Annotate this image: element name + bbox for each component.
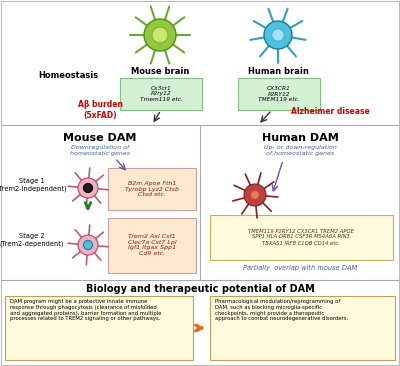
Circle shape xyxy=(84,183,92,193)
Circle shape xyxy=(144,19,176,51)
Text: Homeostasis: Homeostasis xyxy=(38,71,98,79)
Circle shape xyxy=(152,27,168,43)
Text: Stage 1
(Trem2-independent): Stage 1 (Trem2-independent) xyxy=(0,178,67,192)
Text: TMEM119 P2RY12 CX3CR1 TREM2 APOE
SPP1 HLA-DRB1 CSF3R MS4A6A RIN3
TBXAS1 IRF8 C1Q: TMEM119 P2RY12 CX3CR1 TREM2 APOE SPP1 HL… xyxy=(248,229,354,245)
Circle shape xyxy=(78,178,98,198)
Text: Human brain: Human brain xyxy=(248,67,308,76)
Text: Biology and therapeutic potential of DAM: Biology and therapeutic potential of DAM xyxy=(86,284,314,294)
Text: Pharmacological modulation/reprogramming of
DAM, such as blocking microglia-spec: Pharmacological modulation/reprogramming… xyxy=(215,299,348,321)
Text: Mouse brain: Mouse brain xyxy=(131,67,189,76)
FancyBboxPatch shape xyxy=(108,168,196,210)
FancyBboxPatch shape xyxy=(5,296,193,360)
Circle shape xyxy=(264,21,292,49)
Text: Up- or down-regulation
of homeostatic genes: Up- or down-regulation of homeostatic ge… xyxy=(264,145,336,156)
Text: Stage 2
(Trem2-dependent): Stage 2 (Trem2-dependent) xyxy=(0,233,64,247)
FancyBboxPatch shape xyxy=(210,296,395,360)
Text: Mouse DAM: Mouse DAM xyxy=(63,133,137,143)
Circle shape xyxy=(244,184,266,206)
Circle shape xyxy=(272,29,284,41)
Text: CX3CR1
P2RY12
TMEM119 etc.: CX3CR1 P2RY12 TMEM119 etc. xyxy=(258,86,300,102)
Text: Trem2 Axl Csf1
Clec7a Cst7 Lpl
Igf1 Itgax Spp1
Cd9 etc.: Trem2 Axl Csf1 Clec7a Cst7 Lpl Igf1 Itga… xyxy=(128,234,176,256)
FancyBboxPatch shape xyxy=(120,78,202,110)
Circle shape xyxy=(84,240,92,250)
Text: DAM program might be a protective innate immune
response through phagocytosis (c: DAM program might be a protective innate… xyxy=(10,299,162,321)
FancyBboxPatch shape xyxy=(210,215,393,260)
Text: Cx3cr1
P2ry12
Tmem119 etc.: Cx3cr1 P2ry12 Tmem119 etc. xyxy=(140,86,182,102)
Text: B2m Apoe Fth1
Tyrobp Lyz2 Ctsb
Ctsd etc.: B2m Apoe Fth1 Tyrobp Lyz2 Ctsb Ctsd etc. xyxy=(125,181,179,197)
Text: Partially  overlap with mouse DAM: Partially overlap with mouse DAM xyxy=(243,265,357,271)
Text: Alzheimer disease: Alzheimer disease xyxy=(291,108,369,116)
Circle shape xyxy=(250,191,259,199)
Text: Downregulation of
homeostatic genes: Downregulation of homeostatic genes xyxy=(70,145,130,156)
Text: Aβ burden
(5xFAD): Aβ burden (5xFAD) xyxy=(78,100,122,120)
Circle shape xyxy=(78,235,98,255)
FancyBboxPatch shape xyxy=(108,218,196,273)
Text: Human DAM: Human DAM xyxy=(262,133,338,143)
FancyBboxPatch shape xyxy=(238,78,320,110)
